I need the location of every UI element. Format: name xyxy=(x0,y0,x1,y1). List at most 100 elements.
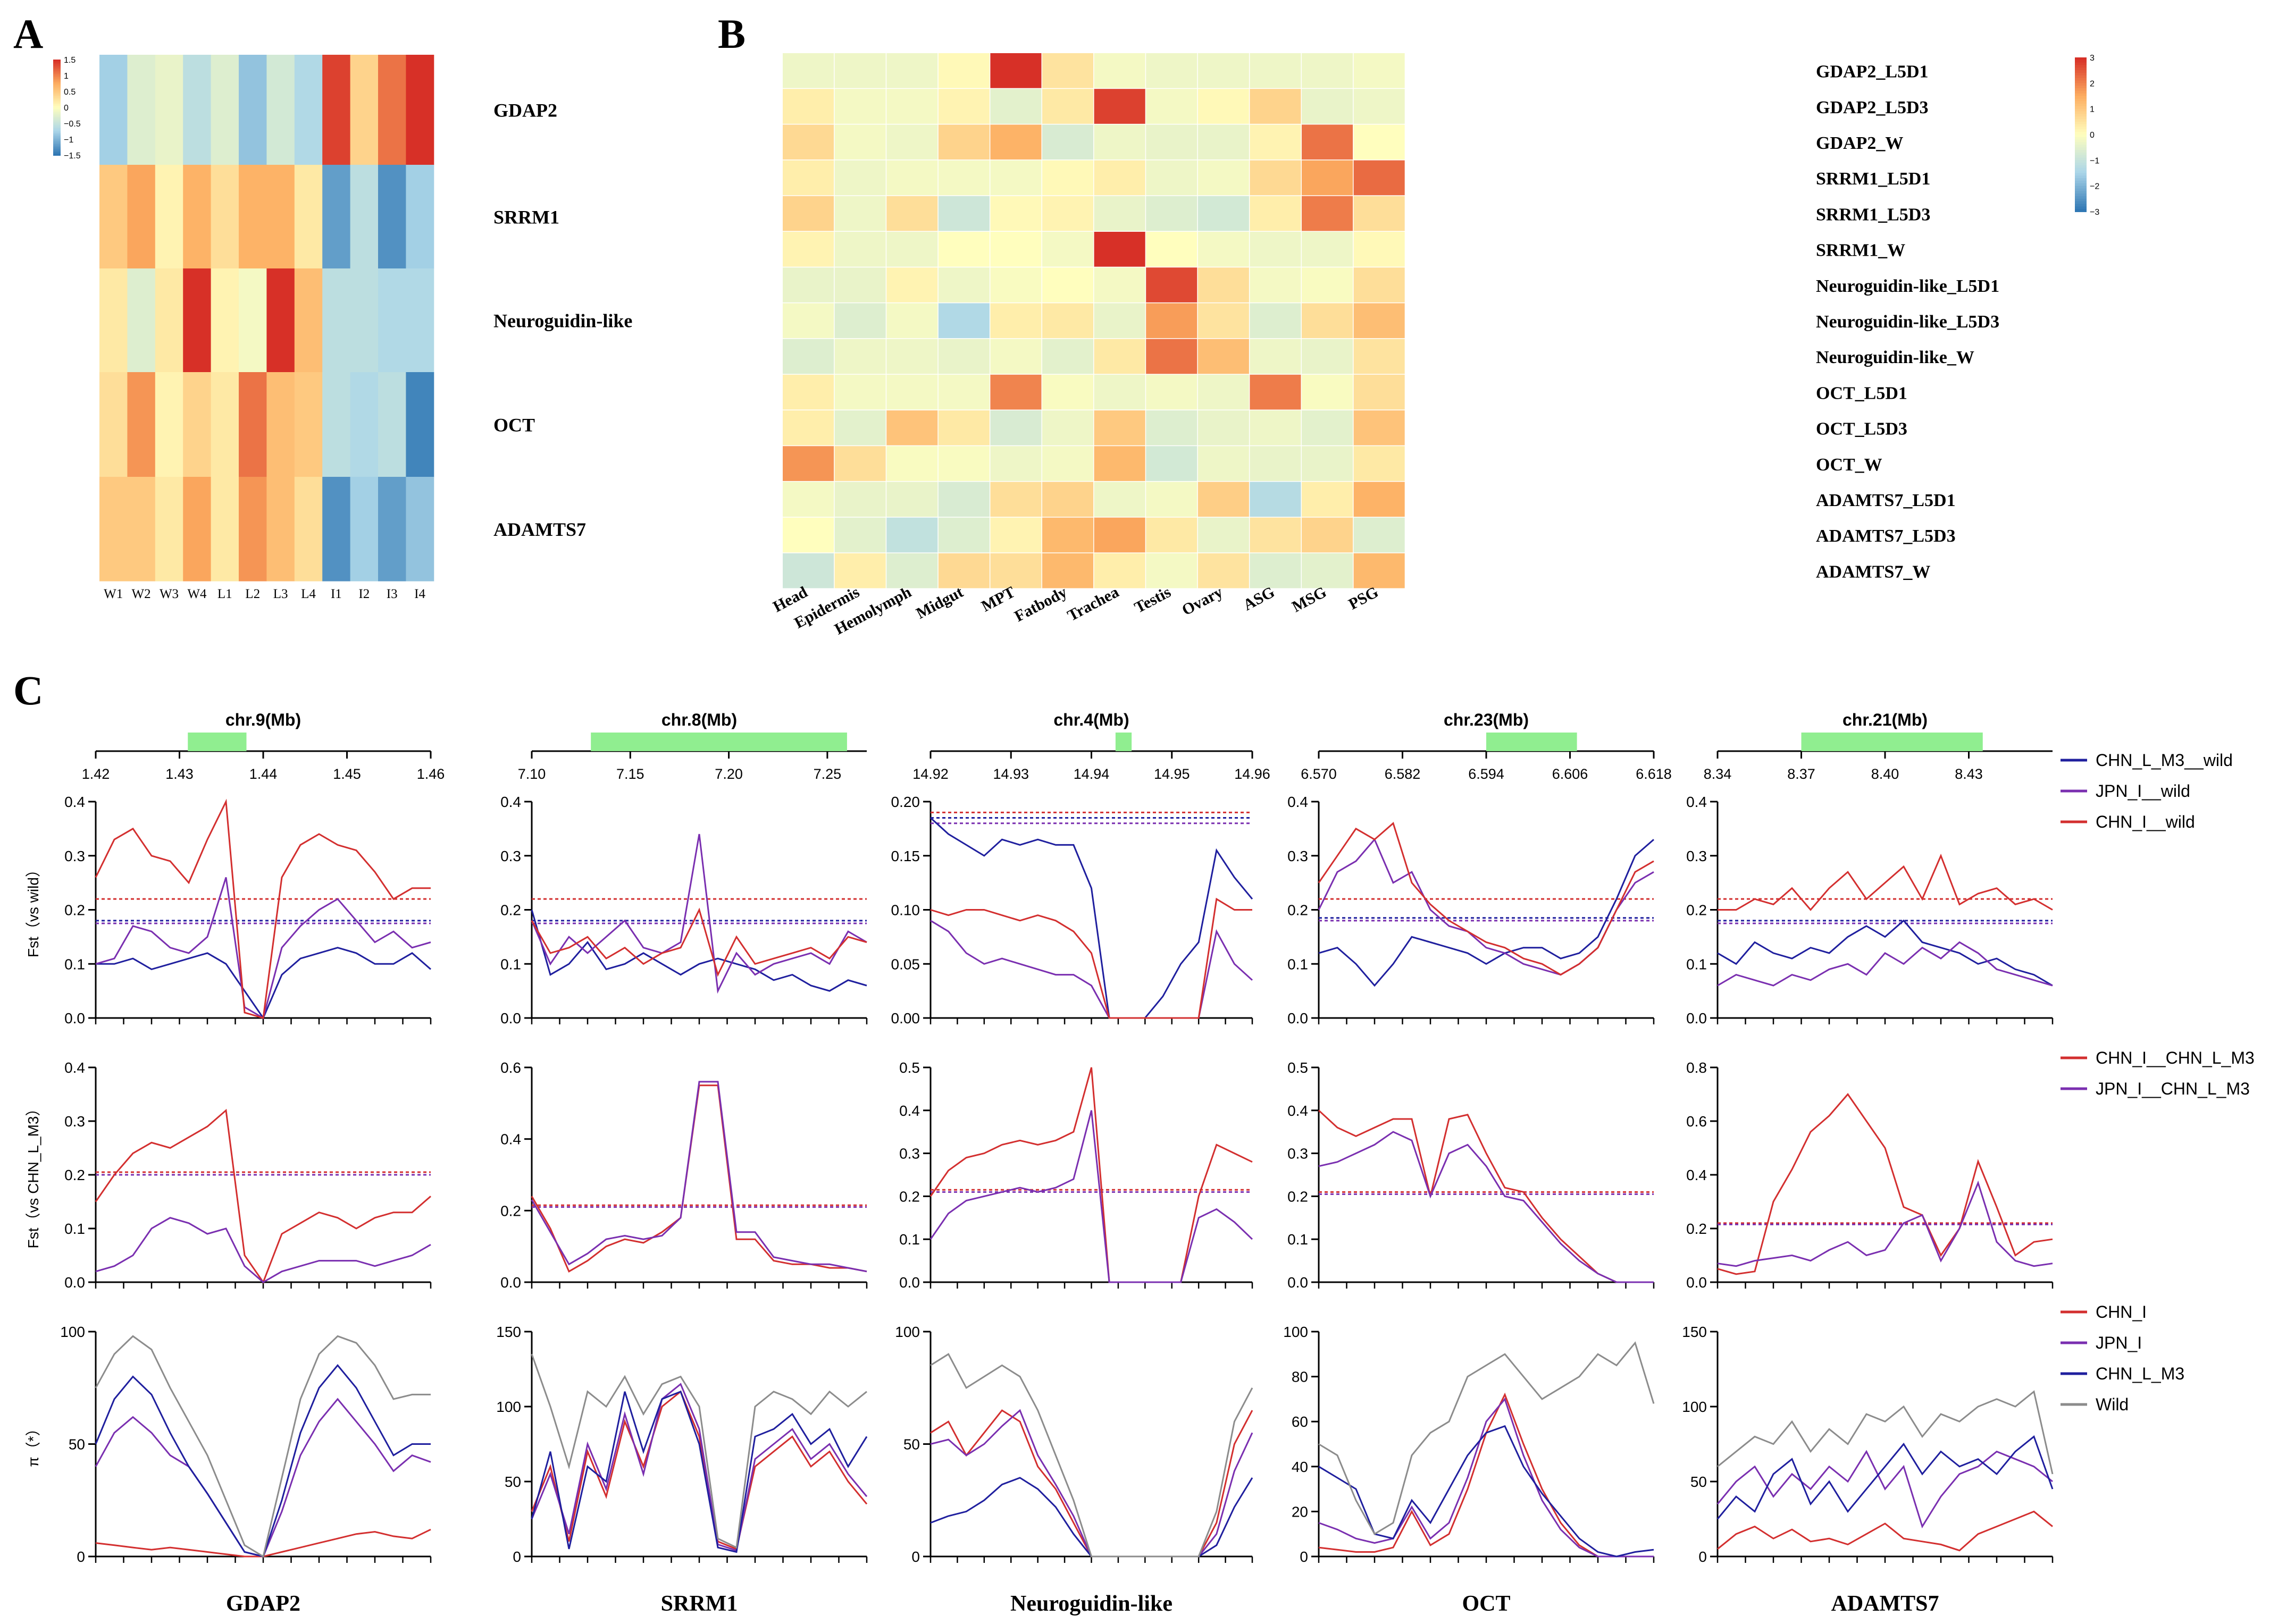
heatmap-b-legend-step xyxy=(2075,78,2087,81)
heatmap-a-cell xyxy=(127,165,156,269)
heatmap-a-col-label: L3 xyxy=(273,587,288,601)
heatmap-a-legend-step xyxy=(53,114,61,116)
heatmap-b-legend-step xyxy=(2075,142,2087,146)
chromosome-title: chr.21(Mb) xyxy=(1842,710,1928,729)
chart-panel: 0.0 0.2 0.4 0.6 xyxy=(500,1059,868,1291)
heatmap-a-legend-step xyxy=(53,142,61,145)
heatmap-b-legend-step xyxy=(2075,157,2087,161)
row-y-label: π（*） xyxy=(25,1421,41,1467)
heatmap-b-legend-step xyxy=(2075,60,2087,63)
heatmap-a-legend-step xyxy=(53,154,61,156)
heatmap-b-cell xyxy=(1146,553,1197,588)
heatmap-a-cell xyxy=(99,55,128,165)
chromosome-tick-label: 14.92 xyxy=(912,766,949,782)
heatmap-a-legend-step xyxy=(53,112,61,114)
y-tick-label: 0.6 xyxy=(500,1059,521,1076)
gene-label: ADAMTS7 xyxy=(1831,1592,1939,1616)
heatmap-b-cell xyxy=(886,446,938,481)
y-tick-label: 0.3 xyxy=(64,1113,85,1130)
heatmap-b-cell xyxy=(990,89,1042,124)
series-line-CHN_I xyxy=(95,1528,431,1558)
heatmap-b-cell xyxy=(1197,232,1249,267)
y-tick-label: 0.2 xyxy=(64,1167,85,1183)
gene-label: SRRM1 xyxy=(661,1592,738,1616)
y-tick-label: 0.4 xyxy=(1287,794,1308,810)
panel-label-b: B xyxy=(718,11,746,57)
heatmap-a-col-label: L2 xyxy=(245,587,260,601)
heatmap-a-cell xyxy=(350,165,379,269)
heatmap-b-row-label: ADAMTS7_L5D1 xyxy=(1816,491,1956,510)
heatmap-b-cell xyxy=(1197,160,1249,196)
heatmap-b-cell xyxy=(938,196,990,231)
chromosome-tick-label: 7.10 xyxy=(518,766,546,782)
heatmap-b-cell xyxy=(1302,446,1353,481)
heatmap-a-cell xyxy=(183,268,212,373)
heatmap-b-legend-step xyxy=(2075,129,2087,133)
heatmap-a-cell xyxy=(350,372,379,477)
heatmap-b-cell xyxy=(1250,410,1301,445)
heatmap-b-legend-step xyxy=(2075,150,2087,153)
heatmap-b-row-label: GDAP2_L5D3 xyxy=(1816,98,1929,117)
heatmap-b-cell xyxy=(1302,517,1353,553)
heatmap-a-cell xyxy=(406,165,434,269)
heatmap-a-col-label: W1 xyxy=(104,587,123,601)
heatmap-b-cell xyxy=(1353,517,1405,553)
heatmap-a-cell xyxy=(239,372,267,477)
heatmap-b-cell xyxy=(1094,482,1145,517)
y-tick-label: 50 xyxy=(505,1474,521,1490)
heatmap-a-legend-step xyxy=(53,83,61,86)
heatmap-b-cell xyxy=(1094,517,1145,553)
heatmap-b-col-label: Trachea xyxy=(1065,583,1122,625)
heatmap-b-cell xyxy=(834,232,886,267)
heatmap-a-cell xyxy=(378,268,406,373)
chart-panel: 0 50 100 150 xyxy=(496,1324,868,1565)
heatmap-b-cell xyxy=(990,124,1042,160)
heatmap-a-legend-tick: 1 xyxy=(64,72,69,81)
heatmap-b-cell xyxy=(990,160,1042,196)
series-line-CHN_I__wild xyxy=(930,897,1252,1019)
heatmap-b-cell xyxy=(886,89,938,124)
heatmap-a-legend-step xyxy=(53,93,61,95)
heatmap-b-cell xyxy=(1250,303,1301,339)
heatmap-a-legend-step xyxy=(53,146,61,148)
heatmap-b-cell xyxy=(1250,89,1301,124)
heatmap-a-cell xyxy=(378,165,406,269)
heatmap-b-row-label: ADAMTS7_L5D3 xyxy=(1816,526,1956,546)
heatmap-b-legend-step xyxy=(2075,98,2087,102)
heatmap-b-cell xyxy=(1146,160,1197,196)
series-line-CHN_I__wild xyxy=(531,907,867,977)
heatmap-a-col-label: I4 xyxy=(414,587,425,601)
heatmap-b-cell xyxy=(1094,160,1145,196)
heatmap-b-cell xyxy=(990,553,1042,588)
heatmap-a-cell xyxy=(239,165,267,269)
heatmap-b-cell xyxy=(1302,124,1353,160)
heatmap-b-cell xyxy=(1302,482,1353,517)
heatmap-b-cell xyxy=(990,267,1042,302)
series-line-JPN_I__CHN_L_M3 xyxy=(1318,1131,1654,1283)
heatmap-b-legend-step xyxy=(2075,96,2087,99)
y-tick-label: 0.4 xyxy=(1686,794,1707,810)
heatmap-b-cell xyxy=(1094,89,1145,124)
y-tick-label: 0.2 xyxy=(500,902,521,919)
heatmap-b-cell xyxy=(1302,374,1353,410)
heatmap-b-legend-step xyxy=(2075,127,2087,130)
y-tick-label: 0.1 xyxy=(64,956,85,972)
series-line-CHN_I__CHN_L_M3 xyxy=(1717,1093,2053,1275)
heatmap-b-row-label: SRRM1_L5D1 xyxy=(1816,169,1930,189)
heatmap-a-legend-step xyxy=(53,106,61,108)
heatmap-a-legend-step xyxy=(53,74,61,76)
series-line-CHN_I xyxy=(531,1390,868,1550)
line-panels-c: chr.9(Mb) 1.42 1.43 1.44 1.45 1.46 chr.8(Mb) 7.… xyxy=(25,710,2255,1616)
chart-panel: 0 50 100 150 xyxy=(1682,1324,2054,1565)
legend-entry: CHN_L_M3__wild xyxy=(2096,751,2233,770)
heatmap-a-legend-step xyxy=(53,85,61,87)
series-line-CHN_L_M3 xyxy=(531,1390,868,1553)
heatmap-a-legend-step xyxy=(53,98,61,100)
heatmap-b-cell xyxy=(1094,303,1145,339)
heatmap-a-legend-step xyxy=(53,99,61,102)
chromosome-tick-label: 8.40 xyxy=(1871,766,1899,782)
chart-panel: 0.0 0.1 0.2 0.3 0.4 xyxy=(64,794,432,1026)
heatmap-b-cell xyxy=(834,553,886,588)
heatmap-b-col-label: Midgut xyxy=(913,583,966,622)
heatmap-b-cell xyxy=(1094,446,1145,481)
